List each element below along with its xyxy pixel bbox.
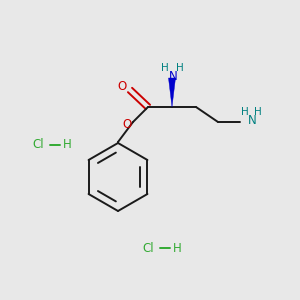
Text: N: N [169, 70, 177, 83]
Text: H: H [176, 63, 184, 73]
Text: H: H [161, 63, 169, 73]
Text: H: H [241, 107, 249, 117]
Text: N: N [248, 115, 256, 128]
Text: H: H [63, 139, 71, 152]
Text: O: O [122, 118, 132, 131]
Text: H: H [254, 107, 262, 117]
Polygon shape [169, 78, 176, 107]
Text: Cl: Cl [142, 242, 154, 254]
Text: Cl: Cl [32, 139, 44, 152]
Text: H: H [172, 242, 182, 254]
Text: O: O [117, 80, 127, 94]
